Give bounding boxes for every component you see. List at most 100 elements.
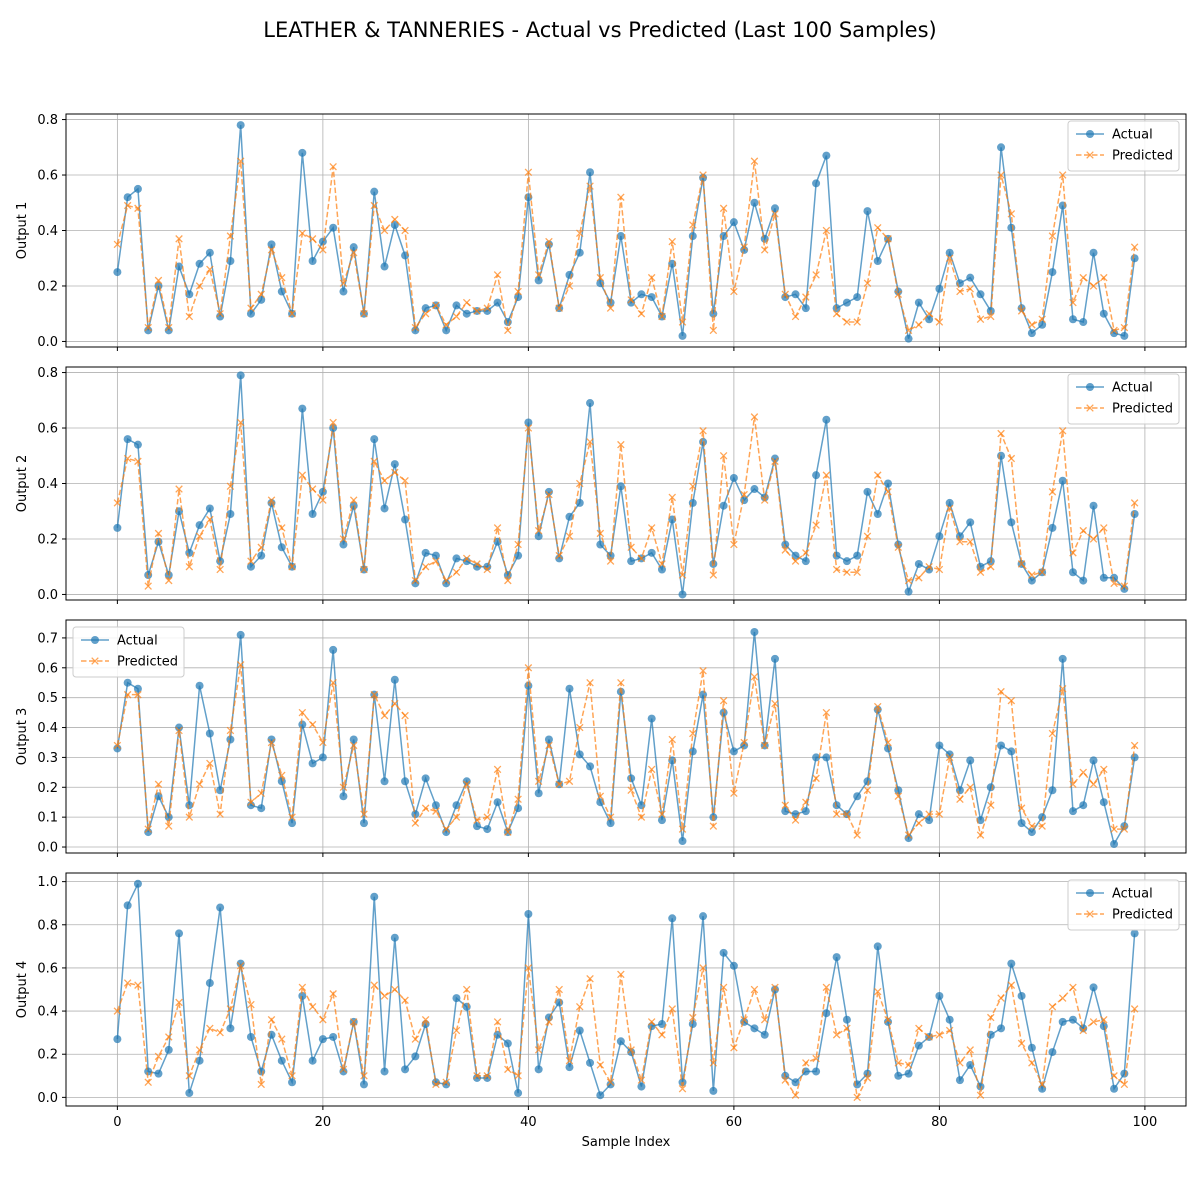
data-point <box>257 804 266 813</box>
x-axis-label: Sample Index <box>582 1135 671 1150</box>
data-point <box>288 813 296 821</box>
data-point <box>668 237 676 246</box>
data-point <box>709 1086 718 1095</box>
data-point <box>411 819 420 827</box>
data-point <box>175 998 183 1007</box>
data-point <box>277 287 286 296</box>
data-point <box>935 741 944 750</box>
data-point <box>647 765 656 774</box>
data-point <box>637 290 646 299</box>
data-point <box>329 418 337 427</box>
data-point <box>462 780 471 789</box>
y-tick-label: 0.0 <box>37 1091 58 1106</box>
data-point <box>257 290 265 299</box>
data-point <box>750 485 759 494</box>
x-tick-label: 0 <box>113 1115 121 1130</box>
data-point <box>627 786 635 795</box>
data-point <box>339 1067 348 1076</box>
data-point <box>432 557 440 565</box>
data-point <box>1099 798 1108 807</box>
data-point <box>843 568 851 577</box>
data-point <box>596 273 605 282</box>
data-point <box>740 243 748 251</box>
data-point <box>575 750 584 759</box>
data-point <box>575 498 584 507</box>
series-predicted <box>113 413 1139 590</box>
data-point <box>380 476 389 485</box>
data-point <box>606 557 615 565</box>
data-point <box>493 298 502 307</box>
data-point <box>236 661 245 669</box>
data-point <box>915 1024 923 1033</box>
data-point <box>514 795 522 803</box>
data-point <box>113 268 122 277</box>
data-point <box>709 822 718 830</box>
data-point <box>154 529 163 538</box>
data-point <box>544 735 553 744</box>
data-point <box>195 1056 204 1065</box>
data-point <box>575 1026 584 1035</box>
data-point <box>709 1059 718 1067</box>
data-point <box>730 540 738 549</box>
data-point <box>955 1076 964 1085</box>
data-point <box>370 981 379 989</box>
data-point <box>514 1072 522 1080</box>
data-point <box>1130 243 1139 251</box>
y-axis-label: Output 4 <box>15 961 30 1019</box>
y-tick-label: 0.2 <box>37 279 58 294</box>
data-point <box>760 496 769 504</box>
legend-marker <box>1086 130 1094 138</box>
data-point <box>987 562 995 571</box>
data-point <box>267 246 276 254</box>
data-point <box>534 777 543 786</box>
data-point <box>565 1056 574 1065</box>
data-point <box>791 1091 800 1099</box>
data-point <box>822 226 831 235</box>
data-point <box>432 301 440 310</box>
data-point <box>842 557 851 566</box>
data-point <box>853 318 861 326</box>
data-point <box>1110 326 1118 335</box>
data-point <box>144 828 153 837</box>
data-point <box>606 1078 615 1087</box>
data-point <box>462 777 471 786</box>
data-point <box>730 1043 738 1052</box>
data-point <box>770 654 779 663</box>
data-point <box>349 741 358 750</box>
data-point <box>308 510 317 519</box>
data-point <box>1130 254 1139 263</box>
data-point <box>791 290 800 299</box>
data-point <box>134 457 142 466</box>
data-point <box>586 974 594 983</box>
data-point <box>1027 828 1036 837</box>
data-point <box>1110 573 1119 582</box>
data-point <box>267 496 276 504</box>
data-point <box>617 440 625 449</box>
data-point <box>740 490 748 499</box>
data-point <box>966 1061 975 1070</box>
data-point <box>154 537 163 546</box>
data-point <box>935 318 944 326</box>
data-point <box>380 711 389 720</box>
figure-title: LEATHER & TANNERIES - Actual vs Predicte… <box>263 18 937 42</box>
legend-label: Predicted <box>117 655 178 670</box>
data-point <box>1028 822 1036 830</box>
data-point <box>750 157 759 165</box>
y-tick-label: 0.4 <box>37 1005 58 1020</box>
data-point <box>206 265 214 274</box>
data-point <box>339 535 348 543</box>
data-point <box>226 1005 235 1013</box>
data-point <box>1058 994 1067 1002</box>
data-point <box>719 501 728 510</box>
data-point <box>976 1091 985 1099</box>
data-point <box>914 1041 923 1050</box>
data-point <box>113 744 122 753</box>
y-tick-label: 0.5 <box>37 691 58 706</box>
data-point <box>544 487 553 496</box>
data-point <box>216 903 225 912</box>
data-point <box>524 424 533 432</box>
data-point <box>802 1059 810 1067</box>
data-point <box>884 235 892 243</box>
data-point <box>123 435 132 444</box>
